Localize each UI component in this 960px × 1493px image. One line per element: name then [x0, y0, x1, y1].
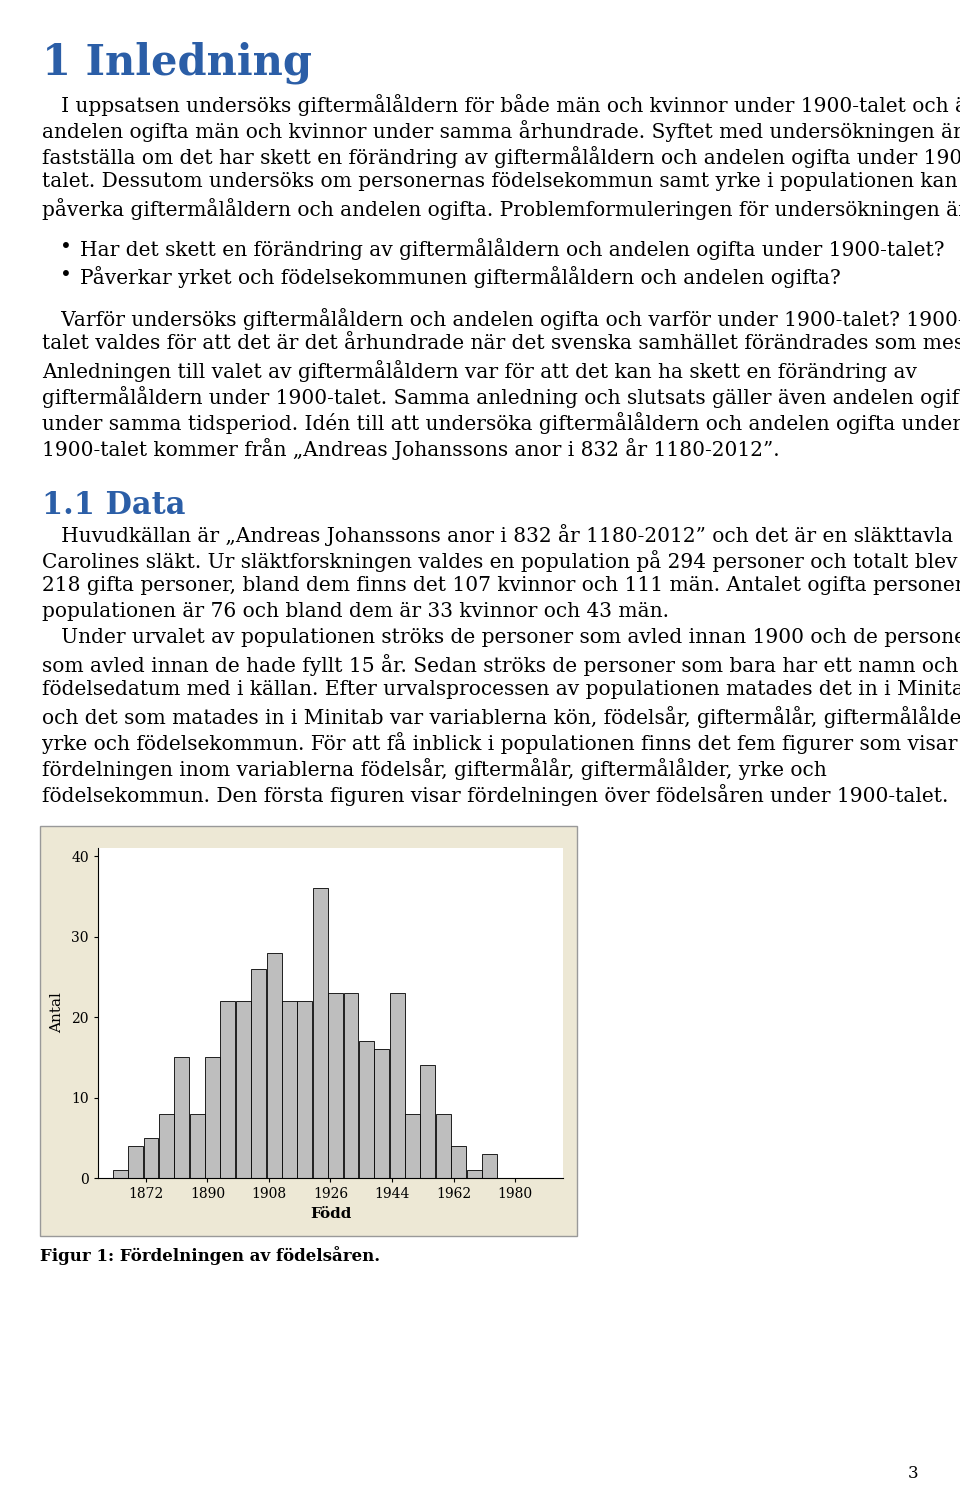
Text: Varför undersöks giftermålåldern och andelen ogifta och varför under 1900-talet?: Varför undersöks giftermålåldern och and… [42, 308, 960, 330]
Text: och det som matades in i Minitab var variablerna kön, födelsår, giftermålår, gif: och det som matades in i Minitab var var… [42, 706, 960, 729]
Text: Carolines släkt. Ur släktforskningen valdes en population på 294 personer och to: Carolines släkt. Ur släktforskningen val… [42, 549, 960, 572]
Text: Har det skett en förändring av giftermålåldern och andelen ogifta under 1900-tal: Har det skett en förändring av giftermål… [80, 237, 945, 260]
Text: födelsedatum med i källan. Efter urvalsprocessen av populationen matades det in : födelsedatum med i källan. Efter urvalsp… [42, 679, 960, 699]
Text: Figur 1: Fördelningen av födelsåren.: Figur 1: Fördelningen av födelsåren. [40, 1247, 380, 1265]
Bar [344, 993, 358, 1178]
Text: fördelningen inom variablerna födelsår, giftermålår, giftermålålder, yrke och: fördelningen inom variablerna födelsår, … [42, 758, 827, 779]
Text: Huvudkällan är „Andreas Johanssons anor i 832 år 1180-2012” och det är en släktt: Huvudkällan är „Andreas Johanssons anor … [42, 524, 960, 546]
Bar [221, 1000, 235, 1178]
Text: påverka giftermålåldern och andelen ogifta. Problemformuleringen för undersöknin: påverka giftermålåldern och andelen ogif… [42, 199, 960, 219]
Text: Påverkar yrket och födelsekommunen giftermålåldern och andelen ogifta?: Påverkar yrket och födelsekommunen gifte… [80, 266, 841, 288]
Text: giftermålåldern under 1900-talet. Samma anledning och slutsats gäller även andel: giftermålåldern under 1900-talet. Samma … [42, 387, 960, 408]
Text: •: • [60, 237, 72, 257]
Text: som avled innan de hade fyllt 15 år. Sedan ströks de personer som bara har ett n: som avled innan de hade fyllt 15 år. Sed… [42, 654, 958, 676]
Text: yrke och födelsekommun. För att få inblick i populationen finns det fem figurer : yrke och födelsekommun. För att få inbli… [42, 732, 957, 754]
Text: Anledningen till valet av giftermålåldern var för att det kan ha skett en föränd: Anledningen till valet av giftermålålder… [42, 360, 917, 382]
Bar [40, 826, 577, 1236]
Bar [267, 953, 281, 1178]
Bar [451, 1145, 467, 1178]
Text: andelen ogifta män och kvinnor under samma århundrade. Syftet med undersökningen: andelen ogifta män och kvinnor under sam… [42, 119, 960, 142]
Text: Under urvalet av populationen ströks de personer som avled innan 1900 och de per: Under urvalet av populationen ströks de … [42, 629, 960, 646]
Text: •: • [60, 266, 72, 285]
Bar [467, 1171, 482, 1178]
Text: I uppsatsen undersöks giftermålåldern för både män och kvinnor under 1900-talet : I uppsatsen undersöks giftermålåldern fö… [42, 94, 960, 116]
Bar [252, 969, 266, 1178]
Bar [374, 1050, 389, 1178]
Bar [175, 1057, 189, 1178]
Text: talet. Dessutom undersöks om personernas födelsekommun samt yrke i populationen : talet. Dessutom undersöks om personernas… [42, 172, 957, 191]
Text: födelsekommun. Den första figuren visar fördelningen över födelsåren under 1900-: födelsekommun. Den första figuren visar … [42, 784, 948, 806]
Bar [190, 1114, 204, 1178]
Bar [313, 888, 327, 1178]
Bar [144, 1138, 158, 1178]
Bar [282, 1000, 297, 1178]
Text: 1.1 Data: 1.1 Data [42, 490, 185, 521]
Text: 218 gifta personer, bland dem finns det 107 kvinnor och 111 män. Antalet ogifta : 218 gifta personer, bland dem finns det … [42, 576, 960, 596]
Text: 1 Inledning: 1 Inledning [42, 42, 312, 85]
Bar [405, 1114, 420, 1178]
Y-axis label: Antal: Antal [51, 993, 64, 1033]
Text: 3: 3 [907, 1465, 918, 1483]
X-axis label: Född: Född [310, 1206, 351, 1221]
Bar [128, 1145, 143, 1178]
Bar [159, 1114, 174, 1178]
Text: populationen är 76 och bland dem är 33 kvinnor och 43 män.: populationen är 76 och bland dem är 33 k… [42, 602, 669, 621]
Text: fastställa om det har skett en förändring av giftermålåldern och andelen ogifta : fastställa om det har skett en förändrin… [42, 146, 960, 169]
Text: 1900-talet kommer från „Andreas Johanssons anor i 832 år 1180-2012”.: 1900-talet kommer från „Andreas Johansso… [42, 437, 780, 460]
Bar [236, 1000, 251, 1178]
Bar [205, 1057, 220, 1178]
Bar [359, 1041, 373, 1178]
Text: talet valdes för att det är det århundrade när det svenska samhället förändrades: talet valdes för att det är det århundra… [42, 334, 960, 352]
Bar [298, 1000, 312, 1178]
Bar [390, 993, 404, 1178]
Bar [112, 1171, 128, 1178]
Text: under samma tidsperiod. Idén till att undersöka giftermålåldern och andelen ogif: under samma tidsperiod. Idén till att un… [42, 412, 960, 434]
Bar [436, 1114, 451, 1178]
Bar [328, 993, 343, 1178]
Bar [482, 1154, 497, 1178]
Bar [420, 1066, 436, 1178]
